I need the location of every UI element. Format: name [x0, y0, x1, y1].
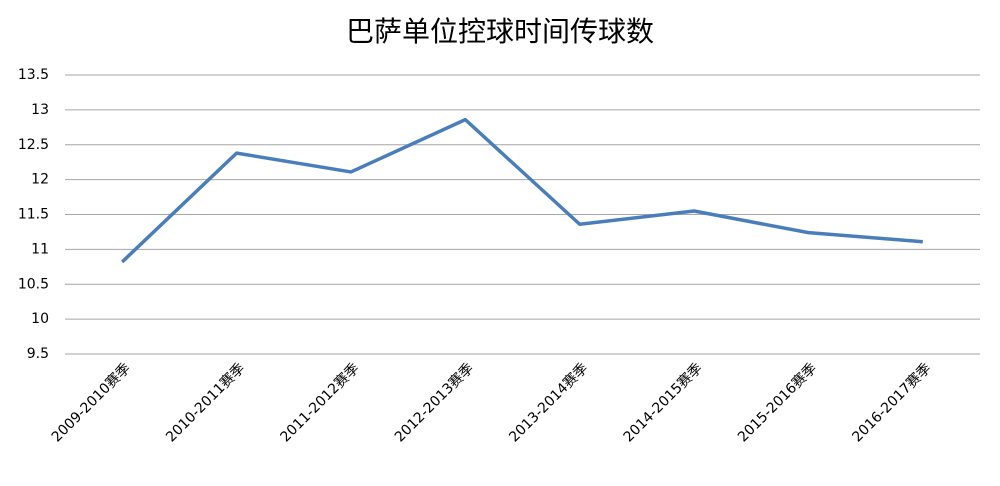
y-tick-label: 10	[31, 311, 49, 327]
y-tick-label: 11.5	[18, 207, 49, 223]
y-tick-label: 10.5	[18, 276, 49, 292]
y-tick-label: 9.5	[27, 346, 49, 362]
x-tick-label: 2009-2010赛季	[49, 360, 134, 445]
x-tick-label: 2013-2014赛季	[506, 360, 591, 445]
y-tick-label: 12	[31, 172, 49, 188]
y-tick-label: 11	[31, 241, 49, 257]
x-tick-label: 2011-2012赛季	[278, 360, 363, 445]
x-tick-label: 2012-2013赛季	[392, 360, 477, 445]
y-tick-label: 12.5	[18, 137, 49, 153]
chart-title: 巴萨单位控球时间传球数	[346, 15, 654, 48]
y-tick-label: 13.5	[18, 67, 49, 83]
x-tick-label: 2016-2017赛季	[849, 360, 934, 445]
x-tick-label: 2010-2011赛季	[163, 360, 248, 445]
x-tick-label: 2014-2015赛季	[621, 360, 706, 445]
x-tick-label: 2015-2016赛季	[735, 360, 820, 445]
data-line	[120, 117, 923, 264]
y-tick-label: 13	[31, 102, 49, 118]
